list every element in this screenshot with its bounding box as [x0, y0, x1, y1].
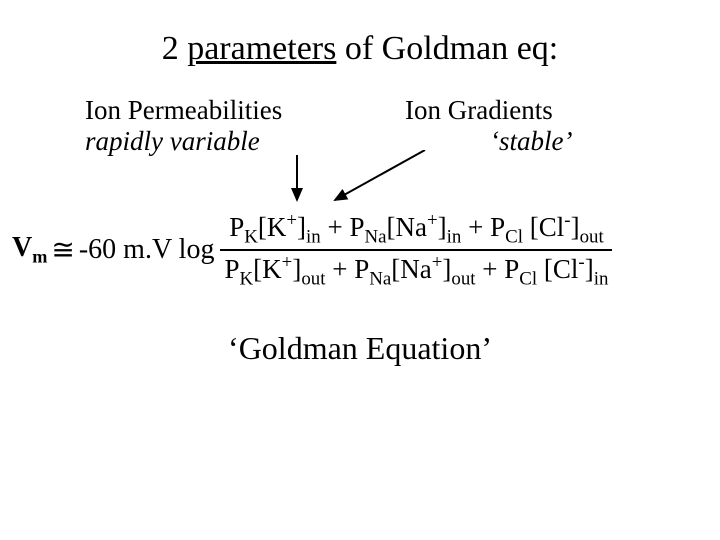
- approx-sign: ≅: [47, 233, 78, 267]
- vm-m: m: [32, 247, 47, 267]
- permeabilities-sub: rapidly variable: [85, 126, 260, 157]
- arrow-diagonal: [335, 150, 425, 200]
- title-underlined: parameters: [187, 30, 336, 67]
- equation-fraction: PK[K+]in + PNa[Na+]in + PCl [Cl-]out PK[…: [220, 210, 612, 290]
- equation-caption: ‘Goldman Equation’: [0, 330, 720, 367]
- equation-coef: -60 m.V log: [79, 234, 215, 266]
- goldman-equation: Vm ≅ -60 m.V log PK[K+]in + PNa[Na+]in +…: [12, 210, 712, 290]
- title-prefix: 2: [162, 30, 188, 67]
- title-suffix: of Goldman eq:: [336, 30, 558, 67]
- fraction-numerator: PK[K+]in + PNa[Na+]in + PCl [Cl-]out: [225, 210, 608, 248]
- equation-row: Vm ≅ -60 m.V log PK[K+]in + PNa[Na+]in +…: [12, 210, 712, 290]
- slide-title: 2 parameters of Goldman eq:: [0, 30, 720, 68]
- equation-lhs: Vm: [12, 232, 47, 268]
- fraction-bar: [220, 249, 612, 251]
- gradients-sub: ‘stable’: [490, 126, 572, 157]
- vm-v: V: [12, 232, 32, 263]
- slide: 2 parameters of Goldman eq: Ion Permeabi…: [0, 0, 720, 540]
- pointer-arrows: [280, 150, 440, 210]
- permeabilities-label: Ion Permeabilities: [85, 95, 282, 126]
- fraction-denominator: PK[K+]out + PNa[Na+]out + PCl [Cl-]in: [220, 252, 612, 290]
- gradients-label: Ion Gradients: [405, 95, 553, 126]
